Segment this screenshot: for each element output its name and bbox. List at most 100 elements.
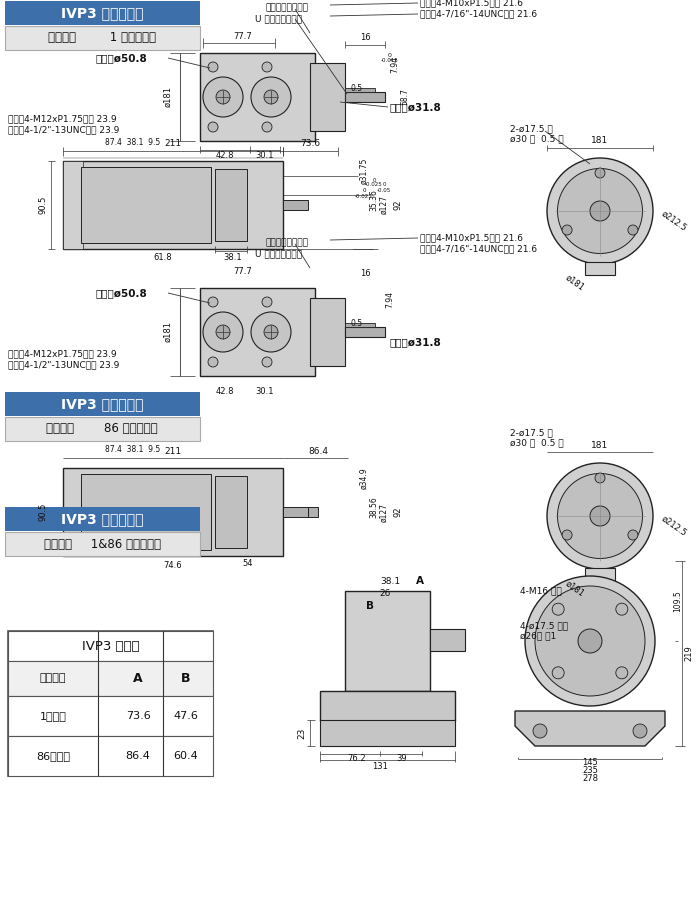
Text: 出油口ø31.8: 出油口ø31.8 bbox=[390, 337, 442, 347]
Circle shape bbox=[562, 225, 572, 235]
Text: 42.8: 42.8 bbox=[216, 151, 234, 160]
Circle shape bbox=[628, 225, 638, 235]
Text: 23: 23 bbox=[298, 728, 307, 739]
Text: 90.5: 90.5 bbox=[38, 503, 48, 521]
Text: 出油口ø31.8: 出油口ø31.8 bbox=[390, 102, 442, 112]
Text: 181: 181 bbox=[592, 440, 608, 449]
Text: 131: 131 bbox=[372, 762, 388, 771]
Text: ø26孔 深1: ø26孔 深1 bbox=[520, 632, 556, 640]
Text: IVP3 法蘭安裝型: IVP3 法蘭安裝型 bbox=[61, 397, 144, 411]
Text: 英制：4-1/2"-13UNC，深 23.9: 英制：4-1/2"-13UNC，深 23.9 bbox=[8, 360, 120, 369]
Bar bbox=[345, 323, 375, 327]
Text: ø181: ø181 bbox=[164, 87, 172, 108]
Text: ø212.5: ø212.5 bbox=[660, 514, 689, 538]
Text: 0.5: 0.5 bbox=[351, 85, 363, 94]
Circle shape bbox=[595, 473, 605, 483]
Circle shape bbox=[264, 325, 278, 339]
Text: A: A bbox=[416, 576, 424, 586]
Circle shape bbox=[578, 629, 602, 653]
Text: 7.94: 7.94 bbox=[386, 292, 395, 309]
Circle shape bbox=[208, 357, 218, 367]
Circle shape bbox=[552, 603, 564, 615]
Text: 58.7: 58.7 bbox=[400, 88, 410, 105]
Text: 74.6: 74.6 bbox=[164, 562, 182, 570]
Text: 主軸編號         1 號平鍵主軸: 主軸編號 1 號平鍵主軸 bbox=[48, 31, 156, 44]
Circle shape bbox=[262, 357, 272, 367]
Ellipse shape bbox=[557, 473, 643, 558]
Text: 2-ø17.5 孔: 2-ø17.5 孔 bbox=[510, 428, 553, 437]
Ellipse shape bbox=[557, 169, 643, 253]
Text: 公制：4-M12xP1.75，深 23.9: 公制：4-M12xP1.75，深 23.9 bbox=[8, 349, 117, 358]
Text: 77.7: 77.7 bbox=[233, 32, 252, 41]
Text: -0.05: -0.05 bbox=[377, 188, 391, 192]
Bar bbox=[430, 629, 465, 651]
Bar bbox=[81, 167, 211, 243]
Text: 0: 0 bbox=[363, 189, 365, 193]
Bar bbox=[8, 696, 213, 736]
Circle shape bbox=[262, 297, 272, 307]
Text: 47.6: 47.6 bbox=[174, 711, 198, 721]
Text: 86.4: 86.4 bbox=[125, 751, 150, 761]
Text: 無標記：公制螺紋: 無標記：公制螺紋 bbox=[265, 4, 308, 13]
Circle shape bbox=[535, 586, 645, 696]
Bar bbox=[8, 631, 213, 776]
Bar bbox=[345, 327, 385, 337]
Text: 90.5: 90.5 bbox=[38, 196, 48, 215]
Circle shape bbox=[552, 667, 564, 679]
Bar bbox=[320, 720, 455, 746]
Bar bbox=[81, 474, 211, 550]
Text: A: A bbox=[133, 671, 143, 684]
Bar bbox=[308, 507, 318, 517]
Circle shape bbox=[533, 724, 547, 738]
Text: ø31.75: ø31.75 bbox=[360, 157, 368, 184]
Text: 211: 211 bbox=[164, 139, 181, 148]
Circle shape bbox=[595, 168, 605, 178]
Text: 無標記：公制螺紋: 無標記：公制螺紋 bbox=[265, 239, 308, 248]
Circle shape bbox=[208, 62, 218, 72]
Text: 60.4: 60.4 bbox=[174, 751, 198, 761]
Text: 進油口ø50.8: 進油口ø50.8 bbox=[95, 288, 147, 298]
Text: 英制：4-7/16"-14UNC，深 21.6: 英制：4-7/16"-14UNC，深 21.6 bbox=[420, 244, 537, 253]
Bar bbox=[200, 288, 315, 376]
Text: ø30 孔  0.5 深: ø30 孔 0.5 深 bbox=[510, 134, 564, 144]
Ellipse shape bbox=[547, 158, 653, 264]
Text: 73.6: 73.6 bbox=[125, 711, 150, 721]
Text: 35.36: 35.36 bbox=[370, 189, 379, 211]
Text: ø212.5: ø212.5 bbox=[660, 209, 689, 233]
Bar bbox=[200, 53, 315, 141]
Text: 42.8: 42.8 bbox=[216, 387, 234, 395]
Text: 0: 0 bbox=[372, 178, 376, 182]
Circle shape bbox=[216, 325, 230, 339]
Text: ø127: ø127 bbox=[379, 195, 389, 215]
Bar bbox=[63, 161, 83, 249]
Text: 38.1: 38.1 bbox=[380, 577, 400, 586]
Text: 7.94: 7.94 bbox=[391, 56, 400, 74]
Circle shape bbox=[590, 201, 610, 221]
Bar bbox=[5, 417, 200, 441]
Circle shape bbox=[264, 90, 278, 104]
Bar bbox=[5, 507, 200, 531]
Bar bbox=[283, 507, 308, 517]
Text: 87.4  38.1  9.5: 87.4 38.1 9.5 bbox=[106, 138, 160, 147]
Bar bbox=[283, 200, 308, 210]
Text: 主軸編號     1&86 號平鍵主軸: 主軸編號 1&86 號平鍵主軸 bbox=[43, 538, 160, 551]
Bar bbox=[585, 568, 615, 581]
Text: 145: 145 bbox=[582, 757, 598, 766]
Bar bbox=[310, 298, 345, 366]
Text: 211: 211 bbox=[164, 447, 181, 456]
Circle shape bbox=[633, 724, 647, 738]
Text: U 標記：英制螺紋: U 標記：英制螺紋 bbox=[255, 250, 302, 259]
Bar bbox=[345, 88, 375, 92]
Circle shape bbox=[208, 122, 218, 132]
Circle shape bbox=[562, 530, 572, 540]
Text: -0.015: -0.015 bbox=[381, 59, 399, 64]
Bar bbox=[215, 169, 247, 241]
Text: 92: 92 bbox=[393, 200, 402, 210]
Bar bbox=[585, 262, 615, 275]
Circle shape bbox=[590, 506, 610, 526]
Text: 92: 92 bbox=[393, 507, 402, 518]
Text: 77.7: 77.7 bbox=[233, 267, 252, 276]
Text: 86.4: 86.4 bbox=[308, 447, 328, 456]
Bar bbox=[5, 392, 200, 416]
Text: 38.56: 38.56 bbox=[370, 496, 379, 518]
